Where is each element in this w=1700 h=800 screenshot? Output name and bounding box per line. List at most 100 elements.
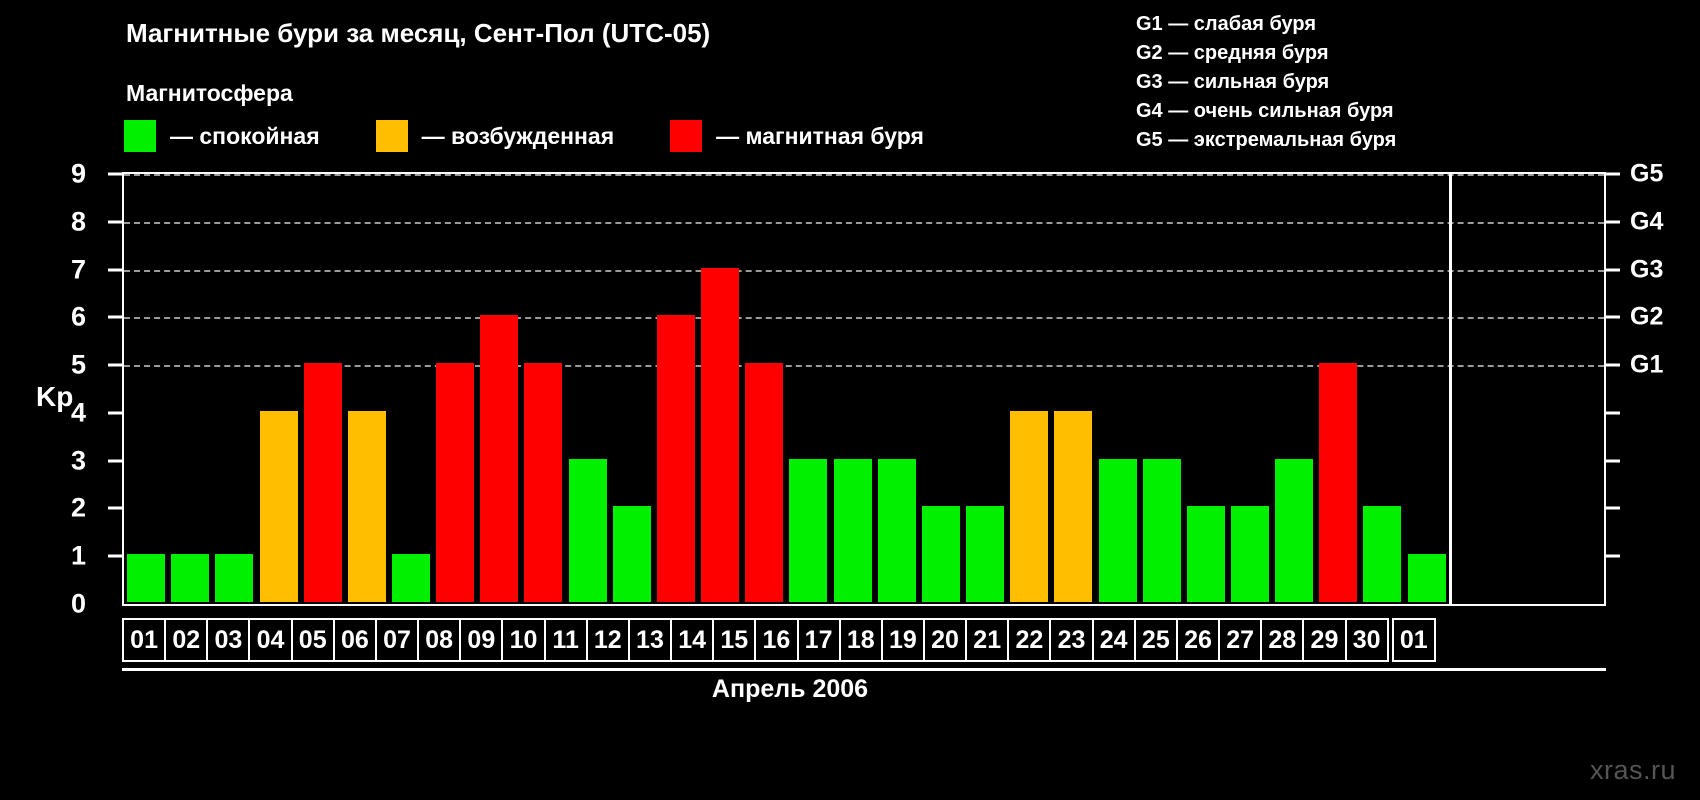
bar-slot — [1316, 174, 1360, 602]
bar-day-12 — [612, 506, 651, 602]
g-axis-label-G2: G2 — [1630, 302, 1664, 331]
bar-day-15 — [745, 363, 784, 602]
bar-slot — [1405, 174, 1449, 602]
bar-slot — [742, 174, 786, 602]
day-label-01: 01 — [122, 618, 167, 662]
bar-slot — [301, 174, 345, 602]
g-scale-row-2: G2 — средняя буря — [1136, 42, 1329, 64]
y-tick-mark-5 — [108, 363, 122, 367]
gridline-kp-9 — [124, 174, 1604, 176]
day-label-23: 23 — [1049, 618, 1094, 662]
day-label-21: 21 — [965, 618, 1010, 662]
y-tick-label-6: 6 — [70, 301, 86, 332]
bar-slot — [389, 174, 433, 602]
legend-swatch-calm — [124, 120, 156, 152]
bar-day-27 — [1275, 458, 1314, 602]
magnetosphere-label: Магнитосфера — [126, 80, 293, 106]
y-tick-mark-8 — [108, 220, 122, 224]
chart-area: Kp 0 1 2 3 4 5 6 7 8 9 G1 G2 G3 G4 G5 — [0, 159, 1700, 620]
g-axis-label-G3: G3 — [1630, 255, 1664, 284]
g-scale-row-3: G3 — сильная буря — [1136, 71, 1330, 93]
day-label-02: 02 — [164, 618, 209, 662]
day-label-05: 05 — [290, 618, 335, 662]
bar-day-02 — [171, 554, 210, 602]
gridline-kp-5 — [124, 365, 1604, 368]
bar-slot — [610, 174, 654, 602]
bar-slot — [1360, 174, 1404, 602]
gridline-kp-6 — [124, 317, 1604, 320]
bar-slot — [786, 174, 830, 602]
g-tick-mark-kp-1 — [1606, 554, 1620, 558]
bar-day-05 — [303, 363, 342, 602]
bar-slot — [345, 174, 389, 602]
y-tick-label-5: 5 — [70, 349, 86, 380]
y-tick-mark-6 — [108, 315, 122, 319]
legend-swatch-storm — [670, 120, 703, 152]
bar-slot — [124, 174, 168, 602]
bar-series — [124, 174, 1449, 602]
bar-day-28 — [1319, 363, 1358, 602]
bar-slot — [1184, 174, 1228, 602]
legend-label-calm: — спокойная — [170, 122, 320, 149]
day-label-15: 15 — [712, 618, 757, 662]
y-tick-label-1: 1 — [70, 540, 86, 571]
g-tick-mark-kp-2 — [1606, 506, 1620, 510]
bar-day-22 — [1054, 410, 1093, 602]
legend-label-storm: — магнитная буря — [716, 122, 924, 149]
watermark: xras.ru — [1589, 755, 1676, 785]
y-tick-mark-1 — [108, 554, 122, 558]
g-scale-legend: G1 — слабая буря G2 — средняя буря G3 — си… — [1136, 10, 1396, 155]
gridline-kp-8 — [124, 221, 1604, 224]
y-tick-mark-2 — [108, 506, 122, 510]
g-axis-label-G4: G4 — [1630, 207, 1664, 236]
bar-slot — [1140, 174, 1184, 602]
g-scale-row-1: G1 — слабая буря — [1136, 13, 1317, 35]
day-label-08: 08 — [417, 618, 462, 662]
y-tick-mark-7 — [108, 268, 122, 272]
plot-area — [122, 172, 1606, 606]
g-tick-mark-kp-3 — [1606, 459, 1620, 463]
day-label-24: 24 — [1091, 618, 1136, 662]
bar-slot — [1007, 174, 1051, 602]
bar-day-06 — [347, 410, 386, 602]
day-label-17: 17 — [796, 618, 841, 662]
day-label-30: 30 — [1344, 618, 1389, 662]
y-tick-mark-9 — [108, 172, 122, 176]
bar-day-21 — [1010, 410, 1049, 602]
bar-day-01 — [127, 554, 166, 602]
day-label-06: 06 — [332, 618, 377, 662]
day-label-10: 10 — [501, 618, 546, 662]
page-title: Магнитные бури за месяц, Сент-Пол (UTC-0… — [126, 18, 711, 48]
month-divider — [1449, 174, 1452, 604]
bar-slot — [654, 174, 698, 602]
y-tick-label-4: 4 — [70, 397, 86, 428]
bar-day-13 — [656, 315, 695, 602]
bar-slot — [1228, 174, 1272, 602]
day-label-20: 20 — [922, 618, 968, 662]
y-tick-label-9: 9 — [70, 158, 86, 189]
x-axis-caption: Апрель 2006 — [0, 675, 1700, 704]
bar-slot — [477, 174, 521, 602]
bar-day-04 — [259, 410, 298, 602]
day-label-28: 28 — [1260, 618, 1305, 662]
g-tick-mark-kp-5 — [1606, 363, 1620, 367]
legend: — спокойная — возбужденная — магнитная бур… — [124, 120, 980, 152]
y-tick-label-7: 7 — [70, 254, 86, 285]
bar-slot — [433, 174, 477, 602]
day-label-18: 18 — [838, 618, 883, 662]
bar-slot — [963, 174, 1007, 602]
y-tick-mark-3 — [108, 459, 122, 463]
day-label-19: 19 — [880, 618, 925, 662]
y-tick-label-2: 2 — [70, 492, 86, 523]
legend-item-calm: — спокойная — [124, 120, 320, 152]
x-axis-rule — [122, 668, 1606, 671]
legend-item-unsettled: — возбужденная — [375, 120, 614, 152]
day-label-strip: 01 02 03 04 05 06 07 08 09 10 11 12 13 14 15 16 17 18 19 20… — [122, 618, 1436, 662]
bar-day-07 — [392, 554, 431, 602]
day-label-12: 12 — [585, 618, 630, 662]
x-axis-caption-text: Апрель 2006 — [711, 675, 869, 703]
g-axis-label-G5: G5 — [1630, 159, 1664, 188]
g-tick-mark-kp-6 — [1606, 315, 1620, 319]
y-axis-title: Kp — [36, 381, 74, 412]
g-scale-row-5: G5 — экстремальная буря — [1136, 129, 1397, 151]
